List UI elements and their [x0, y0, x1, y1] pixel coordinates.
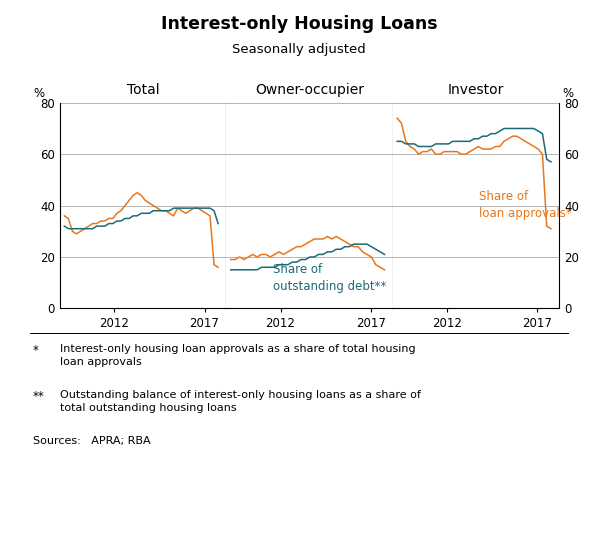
Text: Share of
outstanding debt**: Share of outstanding debt** [273, 263, 386, 293]
Text: Seasonally adjusted: Seasonally adjusted [232, 43, 366, 56]
Text: Interest-only housing loan approvals as a share of total housing
loan approvals: Interest-only housing loan approvals as … [60, 344, 416, 367]
Text: **: ** [33, 390, 45, 403]
Text: Interest-only Housing Loans: Interest-only Housing Loans [161, 15, 437, 34]
Text: Investor: Investor [448, 83, 504, 97]
Text: %: % [33, 87, 44, 100]
Text: Total: Total [127, 83, 159, 97]
Text: %: % [562, 87, 573, 100]
Text: Owner-occupier: Owner-occupier [255, 83, 364, 97]
Text: Outstanding balance of interest-only housing loans as a share of
total outstandi: Outstanding balance of interest-only hou… [60, 390, 420, 413]
Text: *: * [33, 344, 39, 357]
Text: Sources:   APRA; RBA: Sources: APRA; RBA [33, 436, 151, 445]
Text: Share of
loan approvals*: Share of loan approvals* [479, 190, 572, 220]
